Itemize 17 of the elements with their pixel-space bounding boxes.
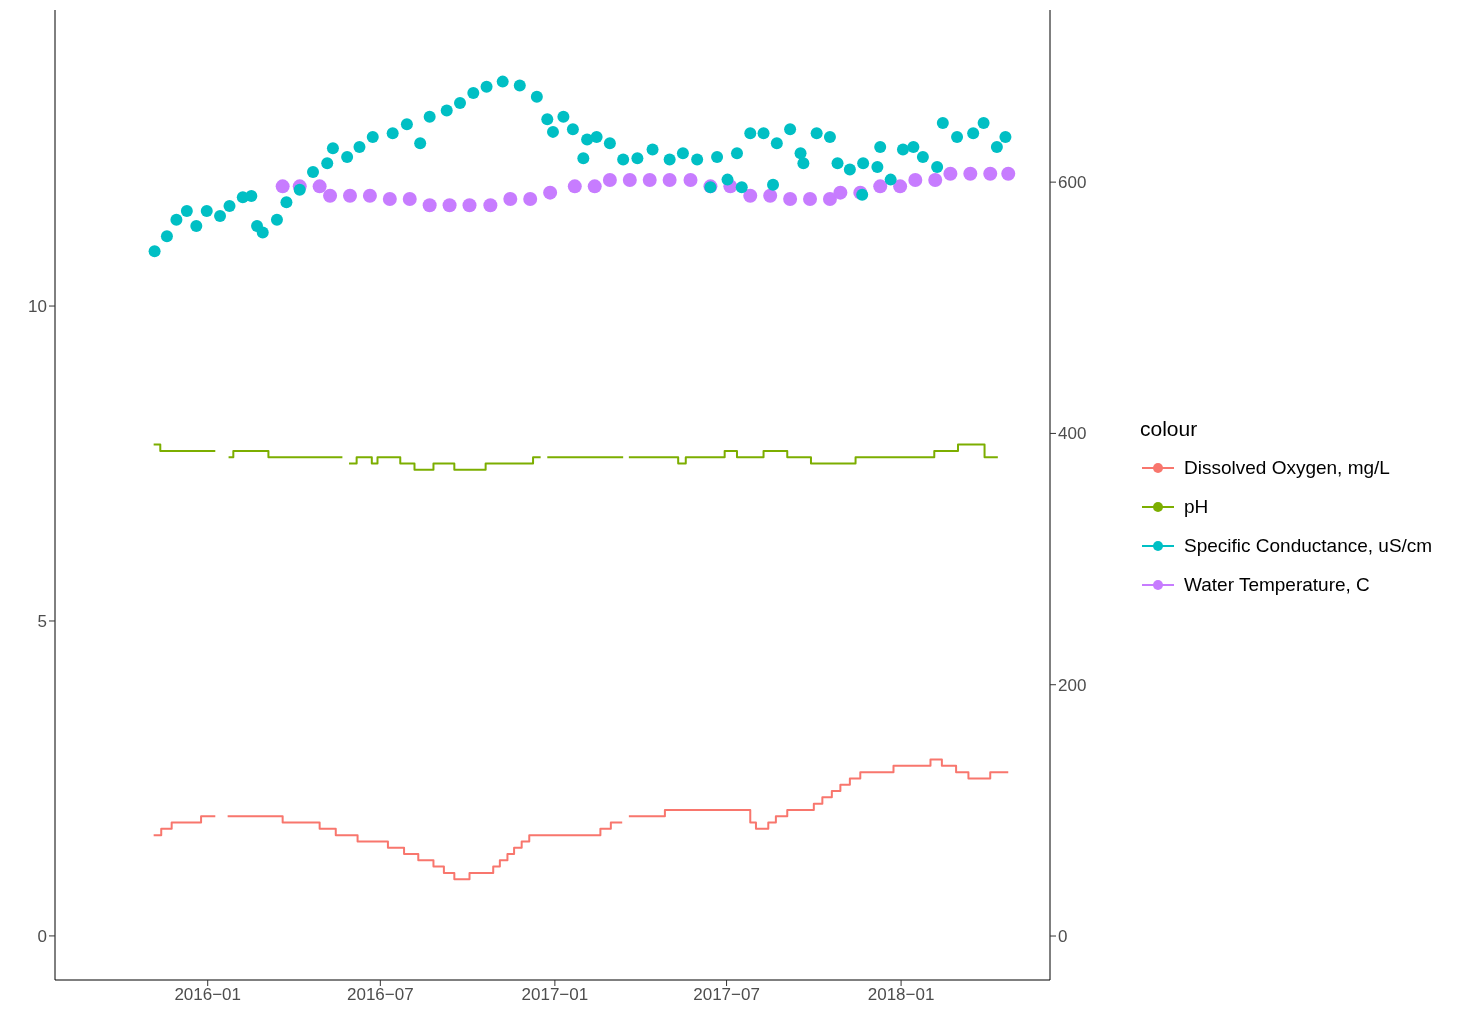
- y2-tick-label: 600: [1058, 173, 1087, 193]
- x-tick-label: 2017−07: [693, 985, 760, 1005]
- x-tick-label: 2017−01: [521, 985, 589, 1005]
- legend-label: pH: [1184, 496, 1209, 518]
- x-tick-label: 2016−07: [347, 985, 414, 1005]
- y-tick-label: 5: [37, 612, 47, 632]
- y2-tick-label: 0: [1058, 927, 1068, 947]
- y-tick-label: 0: [37, 926, 47, 946]
- y2-tick-label: 200: [1058, 675, 1087, 695]
- x-tick-label: 2018−01: [867, 985, 935, 1005]
- legend-label: Dissolved Oxygen, mg/L: [1184, 457, 1390, 479]
- legend-label: Specific Conductance, uS/cm: [1184, 535, 1433, 557]
- y-tick-label: 10: [28, 297, 47, 317]
- legend-label: Water Temperature, C: [1184, 574, 1370, 596]
- x-tick-label: 2016−01: [174, 985, 242, 1005]
- legend-title: colour: [1140, 416, 1199, 441]
- y2-tick-label: 400: [1058, 424, 1087, 444]
